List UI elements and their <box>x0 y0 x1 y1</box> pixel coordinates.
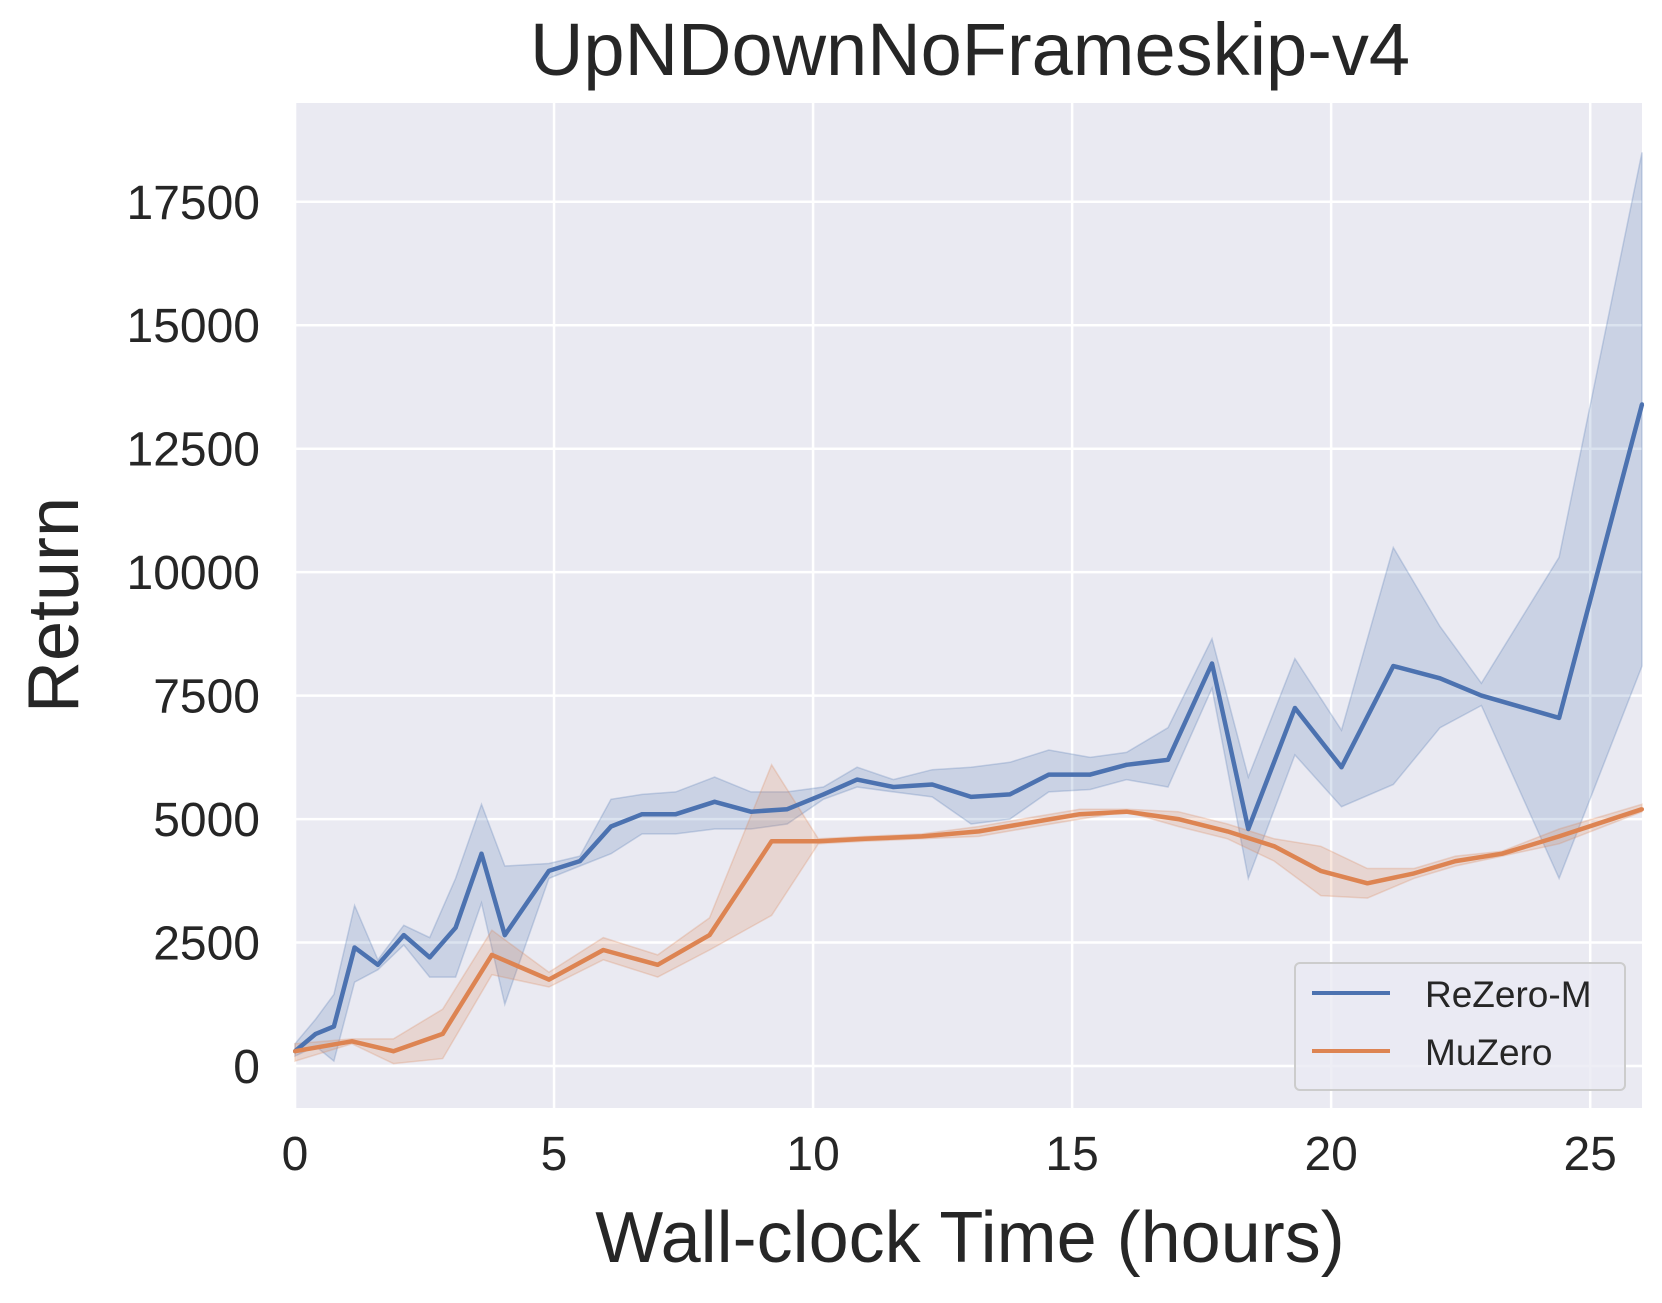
data-point-rezero-m <box>821 792 826 797</box>
data-point-muzero <box>976 829 981 834</box>
data-point-rezero-m <box>785 807 790 812</box>
data-point-rezero-m <box>352 945 357 950</box>
data-point-muzero <box>816 839 821 844</box>
data-point-muzero <box>440 1031 445 1036</box>
confidence-bands <box>294 152 1643 1065</box>
data-point-rezero-m <box>1557 715 1562 720</box>
data-point-rezero-m <box>1479 693 1484 698</box>
data-point-muzero <box>655 962 660 967</box>
data-point-rezero-m <box>855 777 860 782</box>
y-tick-label: 5000 <box>153 794 260 847</box>
data-point-muzero <box>489 952 494 957</box>
data-point-muzero <box>1077 812 1082 817</box>
data-point-muzero <box>707 933 712 938</box>
data-point-muzero <box>1033 819 1038 824</box>
y-tick-label: 10000 <box>127 547 260 600</box>
data-point-rezero-m <box>673 812 678 817</box>
y-tick-label: 12500 <box>127 424 260 477</box>
data-point-rezero-m <box>609 824 614 829</box>
data-point-rezero-m <box>577 859 582 864</box>
confidence-band-rezero-m <box>294 152 1643 1063</box>
x-tick-label: 10 <box>786 1128 839 1181</box>
x-axis-label: Wall-clock Time (hours) <box>595 1198 1344 1278</box>
data-point-rezero-m <box>1088 772 1093 777</box>
data-point-rezero-m <box>969 794 974 799</box>
data-point-rezero-m <box>546 868 551 873</box>
data-point-rezero-m <box>1640 402 1644 407</box>
data-point-rezero-m <box>1246 826 1251 831</box>
legend: ReZero-M MuZero <box>1294 962 1626 1091</box>
data-point-rezero-m <box>401 933 406 938</box>
grid-lines <box>293 103 1642 1108</box>
data-point-muzero <box>1272 844 1277 849</box>
y-tick-label: 17500 <box>127 177 260 230</box>
data-point-muzero <box>862 836 867 841</box>
data-point-muzero <box>1453 859 1458 864</box>
data-point-muzero <box>1500 851 1505 856</box>
data-point-rezero-m <box>453 925 458 930</box>
data-point-rezero-m <box>479 851 484 856</box>
data-point-muzero <box>601 947 606 952</box>
y-tick-label: 0 <box>233 1041 260 1094</box>
data-point-muzero <box>1412 871 1417 876</box>
data-point-muzero <box>1557 834 1562 839</box>
data-point-muzero <box>546 977 551 982</box>
data-point-rezero-m <box>891 784 896 789</box>
data-point-muzero <box>1225 829 1230 834</box>
data-point-rezero-m <box>712 799 717 804</box>
data-point-muzero <box>1318 868 1323 873</box>
data-point-muzero <box>1124 809 1129 814</box>
data-point-muzero <box>391 1049 396 1054</box>
confidence-band-muzero <box>294 763 1643 1065</box>
data-point-rezero-m <box>1046 772 1051 777</box>
data-point-rezero-m <box>331 1024 336 1029</box>
data-point-rezero-m <box>1165 757 1170 762</box>
data-point-muzero <box>1640 807 1644 812</box>
x-tick-label: 5 <box>541 1128 568 1181</box>
x-tick-label: 20 <box>1304 1128 1357 1181</box>
legend-label-muzero: MuZero <box>1425 1032 1552 1073</box>
y-tick-label: 7500 <box>153 671 260 724</box>
data-point-rezero-m <box>640 812 645 817</box>
data-point-muzero <box>349 1039 354 1044</box>
data-point-rezero-m <box>313 1031 318 1036</box>
data-point-muzero <box>293 1049 297 1054</box>
series-lines <box>293 402 1645 1054</box>
data-point-rezero-m <box>1437 676 1442 681</box>
data-point-muzero <box>769 839 774 844</box>
data-point-muzero <box>919 834 924 839</box>
data-point-muzero <box>1365 881 1370 886</box>
x-tick-label: 25 <box>1563 1128 1616 1181</box>
data-point-rezero-m <box>1391 663 1396 668</box>
data-point-rezero-m <box>930 782 935 787</box>
y-tick-label: 2500 <box>153 918 260 971</box>
data-point-rezero-m <box>748 809 753 814</box>
data-point-rezero-m <box>1007 792 1012 797</box>
y-tick-label: 15000 <box>127 300 260 353</box>
data-point-rezero-m <box>1292 705 1297 710</box>
y-axis-label: Return <box>14 497 94 713</box>
plot-area <box>295 103 1642 1108</box>
data-point-rezero-m <box>1339 765 1344 770</box>
data-point-rezero-m <box>427 955 432 960</box>
data-point-rezero-m <box>502 933 507 938</box>
data-point-rezero-m <box>1124 762 1129 767</box>
x-tick-label: 0 <box>282 1128 309 1181</box>
x-tick-label: 15 <box>1045 1128 1098 1181</box>
data-point-rezero-m <box>375 962 380 967</box>
legend-label-rezero-m: ReZero-M <box>1425 974 1592 1015</box>
data-point-muzero <box>1176 817 1181 822</box>
data-point-rezero-m <box>1209 661 1214 666</box>
chart-title: UpNDownNoFrameskip-v4 <box>530 8 1410 91</box>
tick-labels: 0 5 10 15 20 25 0 2500 5000 7500 10000 12500 15000 17… <box>127 177 1617 1181</box>
